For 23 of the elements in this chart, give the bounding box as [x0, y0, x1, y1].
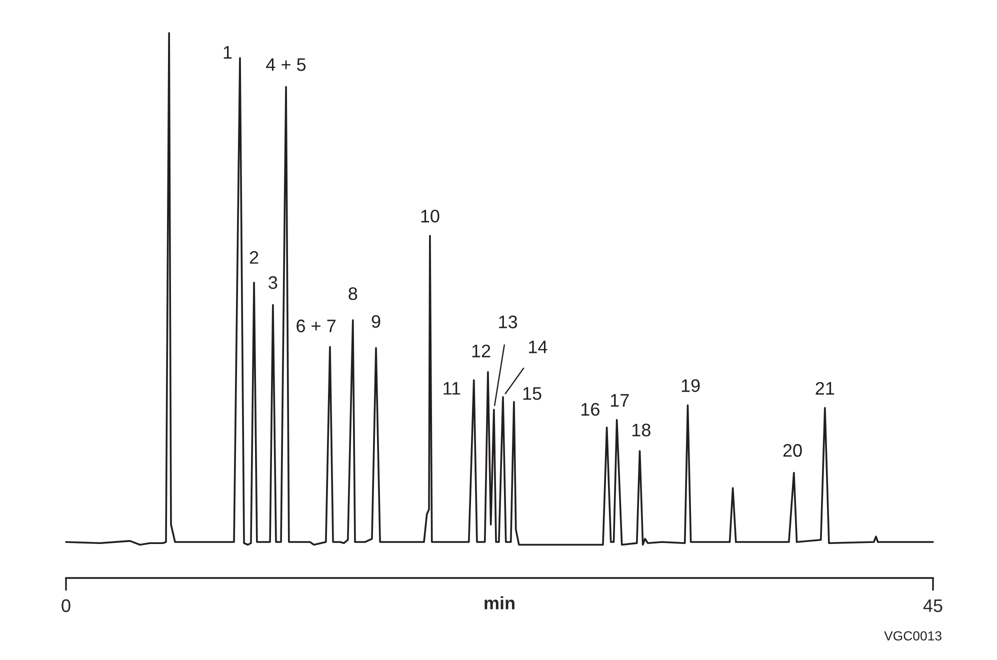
annotation: 3 [268, 276, 278, 289]
annotation: 9 [372, 315, 380, 328]
annotation: 15 [523, 387, 542, 400]
annotation: 13 [499, 316, 518, 328]
annotation: 1 [224, 46, 232, 59]
annotation: 20 [783, 444, 802, 457]
annotation: 2 [250, 251, 258, 264]
annotation: 21 [816, 382, 834, 395]
annotation: 19 [682, 379, 700, 392]
x-tick-label: 45 [923, 599, 942, 612]
annotation: 18 [632, 424, 650, 436]
annotation: 17 [610, 394, 629, 407]
x-tick-label: 0 [62, 599, 70, 612]
annotation: 4 + 5 [266, 58, 306, 71]
annotation: 16 [581, 402, 600, 416]
x-axis-title: min [484, 596, 514, 610]
annotation: 6 + 7 [296, 320, 336, 332]
annotation: 14 [529, 340, 548, 354]
annotation: 8 [348, 287, 358, 300]
annotation: 10 [421, 210, 440, 223]
annotation: 11 [444, 382, 460, 395]
annotation: 12 [472, 344, 490, 358]
text: VGC0013 [884, 631, 942, 641]
